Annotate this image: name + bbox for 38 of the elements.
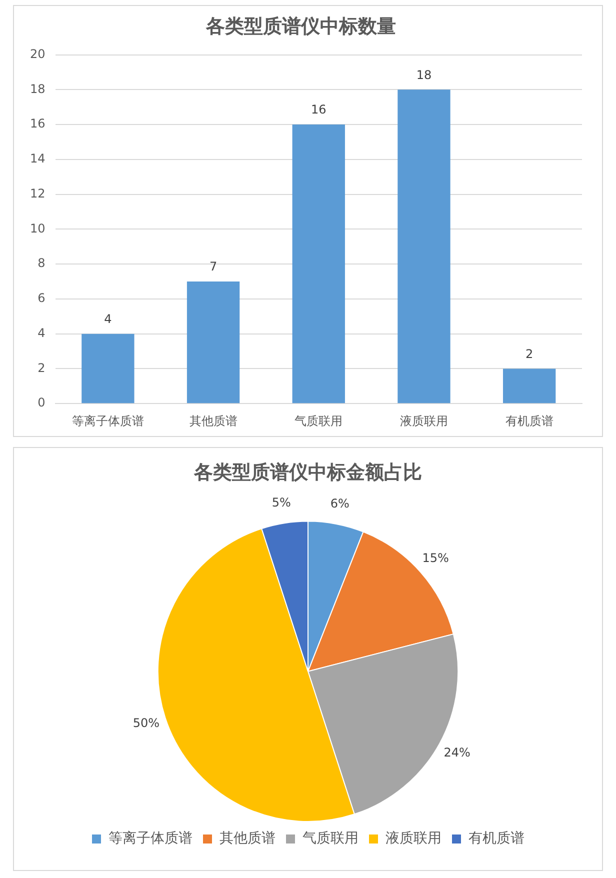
data-label: 18 bbox=[416, 68, 432, 82]
y-tick-label: 8 bbox=[38, 256, 46, 270]
y-tick-label: 18 bbox=[30, 82, 46, 96]
y-tick-label: 20 bbox=[30, 46, 46, 61]
bar bbox=[502, 368, 556, 404]
data-label: 24% bbox=[444, 745, 470, 760]
data-label: 50% bbox=[132, 716, 160, 730]
x-tick-label: 气质联用 bbox=[294, 414, 343, 428]
data-label: 6% bbox=[330, 496, 350, 510]
bar bbox=[82, 334, 134, 404]
chart-title: 各类型质谱仪中标数量 bbox=[205, 15, 396, 38]
data-label: 15% bbox=[422, 551, 449, 566]
x-tick-label: 有机质谱 bbox=[505, 414, 554, 428]
data-label: 2 bbox=[526, 346, 534, 361]
y-tick-label: 14 bbox=[30, 152, 46, 166]
legend-label: 有机质谱 bbox=[468, 830, 524, 847]
legend-label: 液质联用 bbox=[386, 830, 442, 847]
y-tick-label: 2 bbox=[38, 360, 46, 375]
data-label: 16 bbox=[310, 102, 326, 117]
y-tick-label: 4 bbox=[38, 326, 46, 340]
bar bbox=[186, 282, 240, 404]
bar bbox=[292, 124, 345, 404]
legend-label: 等离子体质谱 bbox=[108, 830, 192, 847]
x-tick-label: 等离子体质谱 bbox=[72, 414, 144, 428]
y-tick-label: 6 bbox=[38, 291, 46, 306]
legend-label: 其他质谱 bbox=[220, 830, 276, 847]
y-tick-label: 0 bbox=[38, 396, 46, 410]
y-tick-label: 10 bbox=[30, 221, 46, 236]
data-label: 7 bbox=[209, 260, 218, 274]
data-label: 5% bbox=[272, 496, 291, 510]
x-tick-label: 液质联用 bbox=[400, 414, 448, 428]
y-tick-label: 12 bbox=[30, 186, 46, 200]
x-tick-label: 其他质谱 bbox=[189, 414, 238, 428]
chart-title: 各类型质谱仪中标金额占比 bbox=[193, 461, 422, 484]
y-tick-label: 16 bbox=[30, 116, 46, 131]
bar bbox=[398, 90, 450, 404]
data-label: 4 bbox=[104, 312, 112, 326]
legend-label: 气质联用 bbox=[302, 830, 358, 847]
